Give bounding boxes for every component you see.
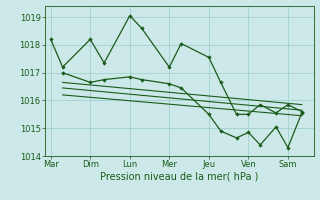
X-axis label: Pression niveau de la mer( hPa ): Pression niveau de la mer( hPa ) — [100, 172, 258, 182]
